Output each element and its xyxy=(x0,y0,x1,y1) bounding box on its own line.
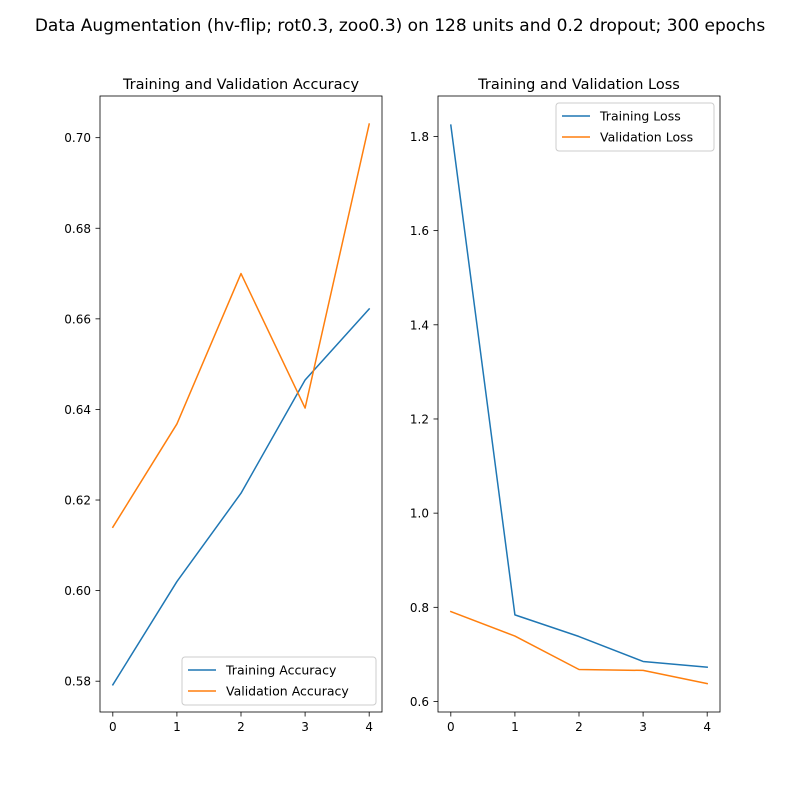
y-tick-label: 0.60 xyxy=(64,584,91,598)
x-tick-label: 1 xyxy=(173,720,181,734)
x-tick-label: 3 xyxy=(301,720,309,734)
y-tick-label: 1.2 xyxy=(410,412,429,426)
series-line-training-loss xyxy=(449,124,708,668)
x-tick-label: 0 xyxy=(109,720,117,734)
y-tick-label: 0.58 xyxy=(64,675,91,689)
legend-box xyxy=(555,102,715,152)
series-line-training-accuracy xyxy=(111,307,371,686)
chart-title: Training and Validation Accuracy xyxy=(122,77,360,93)
y-tick-label: 0.64 xyxy=(64,403,91,417)
x-tick-label: 4 xyxy=(365,720,373,734)
legend: Training Loss Validation Loss xyxy=(555,102,715,152)
axes-frame xyxy=(99,95,383,713)
y-tick-label: 0.8 xyxy=(410,601,429,615)
chart-title: Training and Validation Loss xyxy=(477,77,680,93)
legend-label: Training Accuracy xyxy=(225,663,337,678)
y-tick-label: 1.6 xyxy=(410,224,429,238)
series-line-validation-accuracy xyxy=(111,123,371,529)
x-tick-label: 1 xyxy=(511,720,519,734)
legend-label: Validation Accuracy xyxy=(226,684,349,699)
axes-frame xyxy=(437,95,721,713)
chart-accuracy: Training and Validation Accuracy 0 1 2 3 4 0.5… xyxy=(64,77,383,734)
legend: Training Accuracy Validation Accuracy xyxy=(181,656,377,706)
legend-label: Training Loss xyxy=(599,109,681,124)
series-line-validation-loss xyxy=(449,610,709,685)
x-tick-label: 4 xyxy=(703,720,711,734)
y-tick-label: 0.66 xyxy=(64,312,91,326)
y-tick-label: 1.4 xyxy=(410,318,429,332)
y-tick-label: 0.62 xyxy=(64,494,91,508)
chart-loss: Training and Validation Loss 0 1 2 3 4 0.6 0.8 1… xyxy=(410,77,721,734)
figure-suptitle: Data Augmentation (hv-flip; rot0.3, zoo0… xyxy=(35,16,766,36)
y-tick-label: 1.8 xyxy=(410,130,429,144)
x-tick-label: 3 xyxy=(639,720,647,734)
legend-label: Validation Loss xyxy=(600,130,693,145)
y-tick-label: 0.68 xyxy=(64,222,91,236)
y-tick-label: 0.6 xyxy=(410,695,429,709)
x-tick-label: 2 xyxy=(575,720,583,734)
x-tick-label: 0 xyxy=(447,720,455,734)
x-tick-label: 2 xyxy=(237,720,245,734)
y-tick-label: 0.70 xyxy=(64,131,91,145)
y-tick-label: 1.0 xyxy=(410,507,429,521)
legend-box xyxy=(181,656,377,706)
